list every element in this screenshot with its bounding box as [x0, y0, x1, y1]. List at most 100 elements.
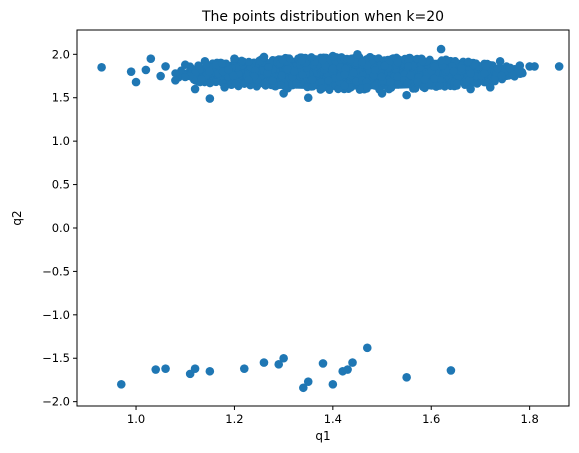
scatter-point [437, 56, 446, 65]
scatter-point [171, 69, 180, 78]
x-tick-label: 1.8 [520, 412, 538, 426]
y-tick-label: −2.0 [42, 395, 70, 409]
scatter-point [156, 71, 165, 81]
scatter-point [229, 71, 238, 80]
scatter-point [131, 77, 141, 87]
scatter-point [406, 71, 415, 80]
scatter-point [244, 57, 253, 66]
scatter-point [181, 73, 190, 82]
scatter-point [343, 365, 352, 374]
scatter-point [285, 54, 294, 63]
scatter-point [403, 78, 412, 87]
scatter-point [430, 62, 439, 71]
scatter-point [259, 52, 269, 62]
scatter-point [205, 79, 214, 88]
scatter-point [224, 66, 233, 75]
x-tick-label: 1.4 [324, 412, 342, 426]
scatter-point [217, 59, 226, 68]
scatter-point [197, 75, 206, 84]
x-tick-label: 1.2 [225, 412, 243, 426]
scatter-point [377, 72, 386, 81]
y-tick-label: 2.0 [52, 47, 70, 61]
scatter-point [404, 62, 413, 71]
scatter-point [200, 56, 210, 66]
scatter-point [435, 81, 444, 90]
y-tick-label: −0.5 [42, 264, 70, 278]
y-tick-label: −1.0 [42, 308, 70, 322]
scatter-point [340, 81, 349, 90]
scatter-point [481, 62, 490, 71]
scatter-point [380, 61, 389, 70]
scatter-point [419, 83, 428, 92]
scatter-point [515, 61, 525, 70]
scatter-point [146, 54, 156, 63]
scatter-point [308, 82, 317, 91]
scatter-point [274, 360, 284, 369]
scatter-point [297, 56, 306, 65]
scatter-point [279, 89, 288, 98]
scatter-point [161, 364, 170, 373]
scatter-point [493, 64, 502, 73]
scatter-point [303, 377, 313, 386]
scatter-point [141, 65, 151, 75]
scatter-point [190, 84, 200, 94]
y-axis: −2.0 −1.5 −1.0 −0.5 0.0 0.5 1.0 1.5 2.0 [42, 47, 77, 409]
y-tick-label: −1.5 [42, 351, 70, 365]
scatter-point [466, 69, 475, 78]
scatter-point [278, 56, 287, 65]
scatter-point [394, 80, 403, 89]
scatter-point [303, 93, 313, 103]
scatter-point [205, 94, 215, 103]
scatter-point [346, 55, 355, 64]
scatter-point [357, 58, 366, 67]
scatter-point [402, 373, 411, 382]
scatter-point [393, 72, 402, 81]
scatter-point [386, 77, 395, 86]
scatter-point [497, 71, 506, 80]
scatter-point [116, 379, 126, 389]
scatter-points [97, 44, 564, 393]
scatter-point [283, 65, 292, 74]
scatter-point [290, 67, 299, 76]
scatter-point [298, 70, 307, 79]
scatter-point [308, 75, 317, 84]
y-tick-label: 1.5 [52, 91, 70, 105]
scatter-point [261, 81, 270, 90]
scatter-point [446, 366, 456, 375]
scatter-point [307, 53, 316, 62]
y-tick-label: 0.0 [52, 221, 70, 235]
scatter-point [239, 364, 249, 373]
scatter-point [277, 71, 286, 80]
scatter-point [230, 54, 239, 63]
scatter-point [485, 83, 495, 92]
scatter-point [317, 78, 326, 87]
scatter-point [436, 44, 446, 54]
scatter-point [334, 85, 343, 94]
scatter-point [452, 79, 461, 88]
x-axis-label: q1 [315, 429, 330, 443]
y-axis-label: q2 [10, 210, 24, 225]
scatter-point [430, 74, 439, 83]
scatter-point [259, 358, 269, 367]
scatter-point [161, 62, 170, 71]
upper-point-cluster [171, 52, 527, 94]
scatter-point [393, 58, 402, 67]
scatter-point [464, 57, 473, 66]
scatter-point [318, 56, 327, 65]
scatter-point [554, 62, 564, 71]
scatter-point [324, 76, 333, 85]
scatter-point [180, 60, 190, 70]
scatter-point [299, 383, 308, 393]
scatter-point [371, 66, 380, 75]
scatter-point [328, 379, 338, 389]
scatter-point [495, 56, 505, 66]
x-tick-label: 1.0 [127, 412, 145, 426]
scatter-point [348, 358, 357, 367]
scatter-point [268, 76, 277, 85]
scatter-point [276, 81, 285, 90]
chart-title: The points distribution when k=20 [201, 9, 444, 25]
scatter-point [466, 84, 475, 94]
scatter-point [251, 66, 260, 75]
x-axis: 1.0 1.2 1.4 1.6 1.8 [127, 406, 539, 426]
